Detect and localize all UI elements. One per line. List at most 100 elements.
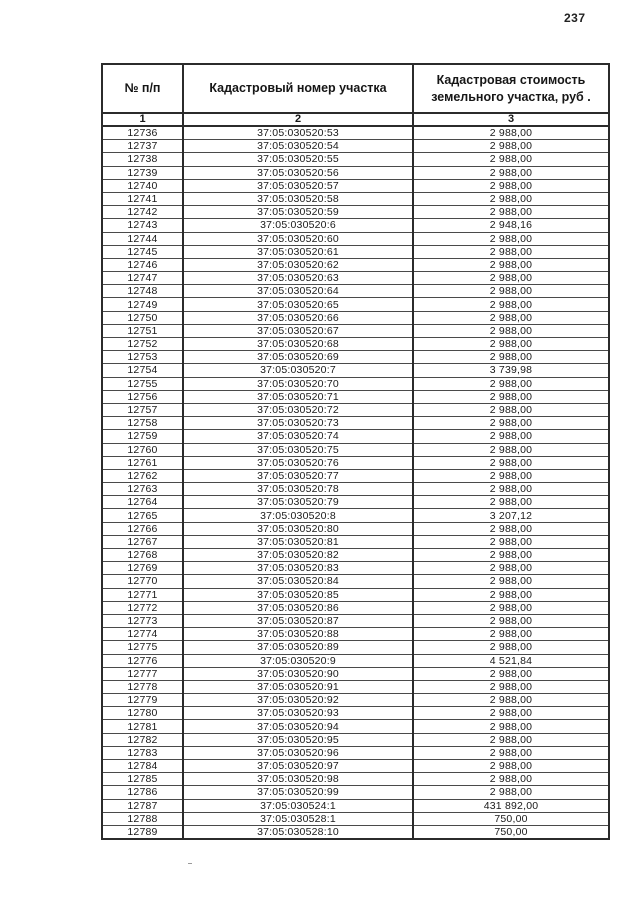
cadastral-number-cell: 37:05:030520:96 [182, 746, 414, 761]
cadastral-value-cell: 2 988,00 [412, 258, 610, 273]
column-number-1: 1 [101, 113, 184, 127]
table-header: № п/п Кадастровый номер участка Кадастро… [101, 63, 610, 127]
cadastral-number-cell: 37:05:030520:63 [182, 271, 414, 286]
table-row: 12745 37:05:030520:61 2 988,00 [101, 245, 610, 259]
cadastral-number-cell: 37:05:030520:73 [182, 416, 414, 431]
column-number-row: 1 2 3 [101, 113, 610, 127]
cadastral-number-cell: 37:05:030520:79 [182, 495, 414, 510]
row-number-cell: 12785 [101, 772, 184, 787]
page-number: 237 [564, 11, 586, 25]
cadastral-number-cell: 37:05:030520:84 [182, 574, 414, 589]
cadastral-number-cell: 37:05:030520:8 [182, 508, 414, 523]
cadastral-number-cell: 37:05:030520:82 [182, 548, 414, 563]
table-row: 12744 37:05:030520:60 2 988,00 [101, 232, 610, 246]
row-number-cell: 12742 [101, 205, 184, 220]
row-number-cell: 12759 [101, 429, 184, 444]
cadastral-number-cell: 37:05:030520:90 [182, 667, 414, 681]
table-row: 12786 37:05:030520:99 2 988,00 [101, 785, 610, 800]
cadastral-value-cell: 2 988,00 [412, 416, 610, 431]
table-row: 12757 37:05:030520:72 2 988,00 [101, 403, 610, 418]
cadastral-number-cell: 37:05:030520:99 [182, 785, 414, 800]
row-number-cell: 12766 [101, 522, 184, 536]
table-row: 12781 37:05:030520:94 2 988,00 [101, 719, 610, 734]
cadastral-value-cell: 2 988,00 [412, 522, 610, 536]
row-number-cell: 12761 [101, 456, 184, 470]
table-row: 12783 37:05:030520:96 2 988,00 [101, 746, 610, 761]
cadastral-number-cell: 37:05:030520:93 [182, 706, 414, 721]
table-row: 12770 37:05:030520:84 2 988,00 [101, 574, 610, 589]
row-number-cell: 12737 [101, 139, 184, 154]
row-number-cell: 12776 [101, 654, 184, 668]
header-cell-cadastral-number: Кадастровый номер участка [182, 63, 414, 114]
table-row: 12752 37:05:030520:68 2 988,00 [101, 337, 610, 352]
cadastral-number-cell: 37:05:030520:65 [182, 297, 414, 312]
table-row: 12777 37:05:030520:90 2 988,00 [101, 667, 610, 681]
cadastral-value-cell: 2 988,00 [412, 627, 610, 642]
cadastral-number-cell: 37:05:030528:1 [182, 812, 414, 826]
table-row: 12778 37:05:030520:91 2 988,00 [101, 680, 610, 695]
table-row: 12741 37:05:030520:58 2 988,00 [101, 192, 610, 207]
cadastral-value-cell: 3 739,98 [412, 363, 610, 378]
cadastral-value-cell: 750,00 [412, 825, 610, 841]
cadastral-number-cell: 37:05:030520:53 [182, 126, 414, 141]
row-number-cell: 12738 [101, 152, 184, 167]
cadastral-value-cell: 431 892,00 [412, 799, 610, 813]
table-row: 12746 37:05:030520:62 2 988,00 [101, 258, 610, 273]
table-row: 12780 37:05:030520:93 2 988,00 [101, 706, 610, 721]
cadastral-number-cell: 37:05:030520:71 [182, 390, 414, 404]
cadastral-number-cell: 37:05:030520:70 [182, 377, 414, 391]
table-row: 12782 37:05:030520:95 2 988,00 [101, 733, 610, 747]
table-row: 12767 37:05:030520:81 2 988,00 [101, 535, 610, 550]
table-row: 12758 37:05:030520:73 2 988,00 [101, 416, 610, 431]
cadastral-value-cell: 2 988,00 [412, 271, 610, 286]
cadastral-value-cell: 2 988,00 [412, 561, 610, 576]
row-number-cell: 12740 [101, 179, 184, 193]
table-row: 12774 37:05:030520:88 2 988,00 [101, 627, 610, 642]
row-number-cell: 12743 [101, 218, 184, 233]
cadastral-value-cell: 2 988,00 [412, 733, 610, 747]
table-row: 12773 37:05:030520:87 2 988,00 [101, 614, 610, 629]
cadastral-number-cell: 37:05:030520:56 [182, 166, 414, 180]
table-row: 12740 37:05:030520:57 2 988,00 [101, 179, 610, 193]
cadastral-number-cell: 37:05:030520:85 [182, 588, 414, 602]
cadastral-number-cell: 37:05:030520:60 [182, 232, 414, 246]
row-number-cell: 12749 [101, 297, 184, 312]
table-row: 12762 37:05:030520:77 2 988,00 [101, 469, 610, 484]
cadastral-number-cell: 37:05:030520:55 [182, 152, 414, 167]
row-number-cell: 12746 [101, 258, 184, 273]
cadastral-value-cell: 2 988,00 [412, 429, 610, 444]
cadastral-value-cell: 2 988,00 [412, 601, 610, 615]
row-number-cell: 12765 [101, 508, 184, 523]
table-row: 12761 37:05:030520:76 2 988,00 [101, 456, 610, 470]
cadastral-number-cell: 37:05:030520:57 [182, 179, 414, 193]
table-row: 12755 37:05:030520:70 2 988,00 [101, 377, 610, 391]
table-row: 12750 37:05:030520:66 2 988,00 [101, 311, 610, 325]
cadastral-number-cell: 37:05:030524:1 [182, 799, 414, 813]
row-number-cell: 12770 [101, 574, 184, 589]
cadastral-value-cell: 2 988,00 [412, 772, 610, 787]
table-row: 12784 37:05:030520:97 2 988,00 [101, 759, 610, 774]
table-row: 12789 37:05:030528:10 750,00 [101, 825, 610, 841]
row-number-cell: 12777 [101, 667, 184, 681]
table-row: 12738 37:05:030520:55 2 988,00 [101, 152, 610, 167]
cadastral-number-cell: 37:05:030520:88 [182, 627, 414, 642]
row-number-cell: 12744 [101, 232, 184, 246]
row-number-cell: 12782 [101, 733, 184, 747]
column-number-3: 3 [412, 113, 610, 127]
cadastral-value-cell: 2 988,00 [412, 166, 610, 180]
table-row: 12788 37:05:030528:1 750,00 [101, 812, 610, 826]
cadastral-value-cell: 2 988,00 [412, 179, 610, 193]
cadastral-value-cell: 2 988,00 [412, 759, 610, 774]
cadastral-value-cell: 750,00 [412, 812, 610, 826]
cadastral-number-cell: 37:05:030520:86 [182, 601, 414, 615]
cadastral-value-cell: 2 948,16 [412, 218, 610, 233]
table-header-row: № п/п Кадастровый номер участка Кадастро… [101, 63, 610, 114]
cadastral-value-cell: 2 988,00 [412, 350, 610, 365]
row-number-cell: 12787 [101, 799, 184, 813]
cadastral-number-cell: 37:05:030520:74 [182, 429, 414, 444]
row-number-cell: 12775 [101, 640, 184, 655]
cadastral-value-cell: 2 988,00 [412, 469, 610, 484]
row-number-cell: 12752 [101, 337, 184, 352]
cadastral-value-cell: 2 988,00 [412, 284, 610, 299]
